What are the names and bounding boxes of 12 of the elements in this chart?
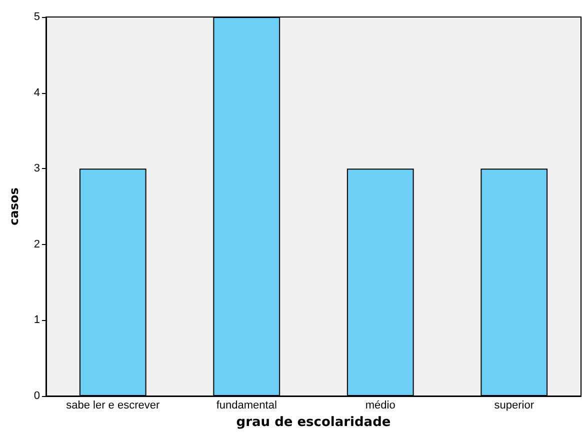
y-tick-label: 3 — [34, 162, 40, 175]
y-axis-title: casos — [7, 188, 21, 226]
x-tick-label: fundamental — [216, 400, 277, 412]
x-tick-label: sabe ler e escrever — [66, 400, 160, 412]
y-tick-label: 5 — [34, 11, 40, 23]
x-tick-label: médio — [365, 400, 396, 412]
y-tick-label: 0 — [34, 390, 40, 402]
y-tick-label: 1 — [34, 314, 40, 326]
y-tick-label: 4 — [34, 86, 40, 99]
x-tick-label: superior — [494, 400, 534, 412]
y-tick-label: 2 — [34, 238, 40, 250]
x-axis-title: grau de escolaridade — [236, 415, 391, 430]
